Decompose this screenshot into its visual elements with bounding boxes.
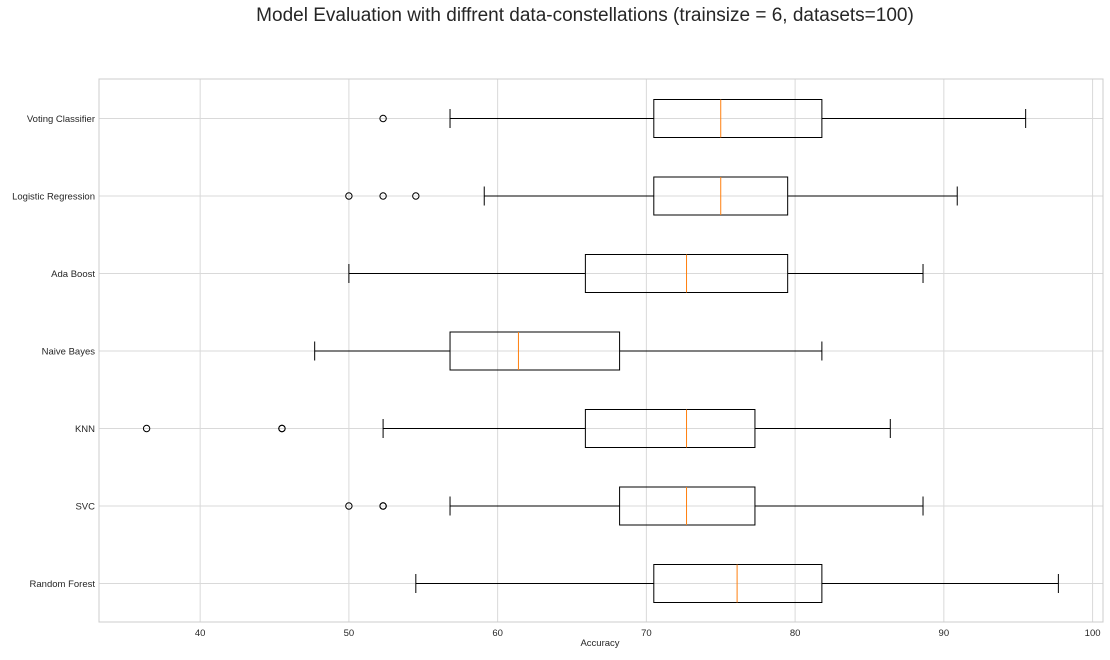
outlier-point: [379, 502, 387, 510]
x-tick-label: 50: [344, 628, 355, 639]
outlier-point: [379, 114, 387, 123]
outlier-point: [345, 502, 353, 510]
y-tick-label: Ada Boost: [51, 269, 95, 280]
y-tick-label: SVC: [75, 502, 95, 513]
x-tick-label: 100: [1085, 628, 1101, 639]
chart-title: Model Evaluation with diffrent data-cons…: [256, 5, 914, 26]
box-iqr: [584, 409, 756, 448]
x-tick-label: 70: [641, 628, 652, 639]
box-iqr: [619, 486, 756, 526]
x-tick-label: 90: [939, 628, 950, 639]
outlier-point: [412, 192, 420, 200]
box-iqr: [653, 99, 823, 138]
outlier-point: [278, 424, 286, 433]
outlier-point: [379, 192, 387, 200]
box-iqr: [449, 331, 621, 371]
plot-area: 40 50 60 70 80 90 100 Voting Classifier Logistic…: [12, 78, 1104, 639]
y-tick-label: Naive Bayes: [42, 347, 96, 358]
box-iqr: [653, 564, 823, 603]
x-tick-label: 60: [492, 628, 503, 639]
y-tick-label: KNN: [75, 424, 95, 435]
x-axis-label: Accuracy: [580, 638, 619, 649]
y-tick-label: Voting Classifier: [27, 114, 95, 125]
outlier-point: [345, 192, 353, 200]
x-tick-label: 80: [790, 628, 801, 639]
x-tick-label: 40: [195, 628, 206, 639]
plot-frame: [98, 78, 1104, 623]
y-tick-label: Random Forest: [30, 579, 96, 590]
y-tick-label: Logistic Regression: [12, 192, 95, 203]
outlier-point: [142, 424, 151, 433]
